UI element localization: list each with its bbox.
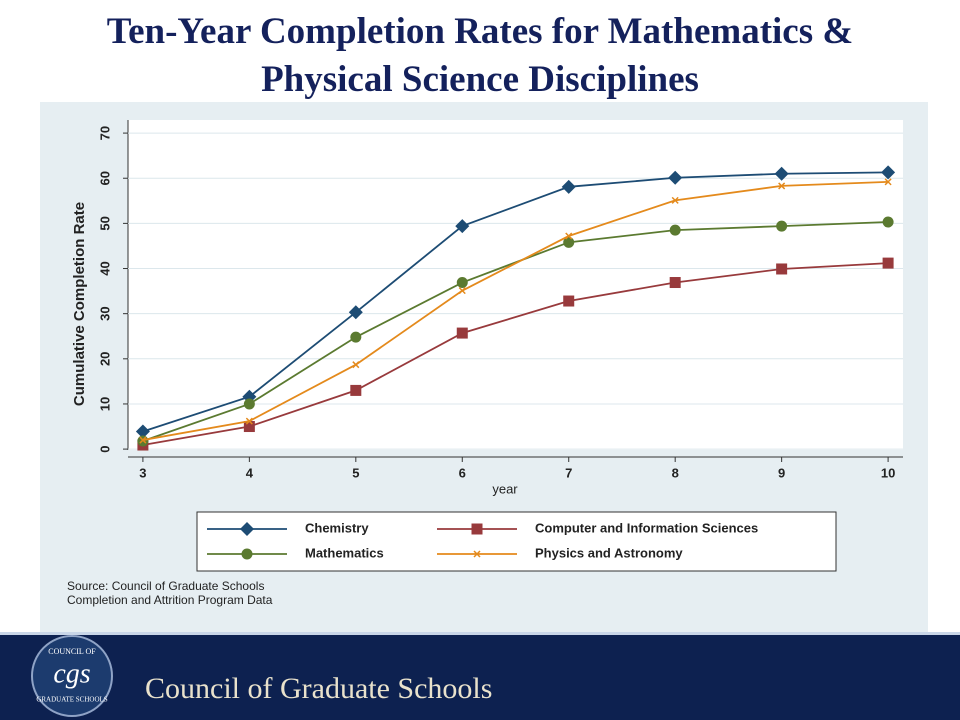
point	[881, 165, 896, 180]
point	[458, 287, 466, 295]
legend-box	[196, 511, 837, 572]
point	[350, 331, 362, 343]
point	[884, 178, 892, 186]
legend-label: Mathematics	[305, 545, 384, 560]
logo-bottom: GRADUATE SCHOOLS	[36, 696, 107, 704]
point	[669, 224, 681, 236]
logo-mark: cgs	[53, 658, 90, 689]
point	[565, 232, 573, 240]
x-tick-label: 3	[139, 465, 146, 480]
y-tick-label: 20	[97, 352, 112, 366]
point	[776, 220, 788, 232]
logo	[31, 635, 113, 717]
point	[882, 216, 894, 228]
series-line	[142, 262, 889, 446]
slide-title: Ten-Year Completion Rates for Mathematic…	[106, 11, 854, 100]
note: Completion and Attrition Program Data	[67, 593, 273, 607]
point	[778, 182, 786, 190]
y-tick-label: 60	[97, 171, 112, 185]
series-line	[142, 171, 889, 433]
x-tick-label: 4	[246, 465, 254, 480]
x-tick-label: 8	[672, 465, 679, 480]
plot-area	[128, 120, 903, 450]
point	[245, 417, 253, 425]
point	[456, 327, 468, 339]
legend-label: Computer and Information Sciences	[535, 520, 758, 535]
point	[350, 384, 362, 396]
y-tick-label: 40	[97, 261, 112, 275]
x-tick-label: 6	[459, 465, 466, 480]
legend-label: Chemistry	[305, 520, 369, 535]
x-tick-label: 5	[352, 465, 359, 480]
point	[561, 179, 576, 194]
point	[456, 277, 468, 289]
x-tick-label: 7	[565, 465, 572, 480]
point	[882, 257, 894, 269]
y-tick-label: 10	[97, 397, 112, 411]
point	[563, 236, 575, 248]
footer-organization: Council of Graduate Schools	[145, 672, 492, 705]
point	[776, 263, 788, 275]
x-tick-label: 10	[881, 465, 895, 480]
point	[243, 398, 255, 410]
logo-top: COUNCIL OF	[48, 647, 96, 656]
legend-marker	[240, 522, 254, 536]
point	[243, 421, 255, 433]
point	[668, 170, 683, 185]
y-axis-title: Cumulative Completion Rate	[71, 202, 88, 406]
y-tick-label: 30	[97, 306, 112, 320]
point	[139, 436, 147, 444]
legend-marker	[241, 548, 253, 560]
y-tick-label: 50	[97, 216, 112, 230]
series-line	[142, 180, 889, 441]
legend-label: Physics and Astronomy	[535, 545, 683, 560]
point	[135, 424, 150, 439]
x-tick-label: 9	[778, 465, 785, 480]
note: Source: Council of Graduate Schools	[67, 579, 264, 593]
y-tick-label: 0	[97, 445, 112, 452]
footer-rule	[0, 632, 960, 635]
y-tick-label: 70	[97, 126, 112, 140]
point	[671, 196, 679, 204]
point	[352, 361, 360, 369]
point	[455, 219, 470, 234]
footer-band	[0, 632, 960, 720]
point	[669, 277, 681, 289]
point	[563, 295, 575, 307]
point	[774, 166, 789, 181]
x-axis-title: year	[492, 481, 518, 496]
legend-marker	[473, 550, 481, 558]
legend-marker	[471, 523, 483, 535]
point	[348, 305, 363, 320]
